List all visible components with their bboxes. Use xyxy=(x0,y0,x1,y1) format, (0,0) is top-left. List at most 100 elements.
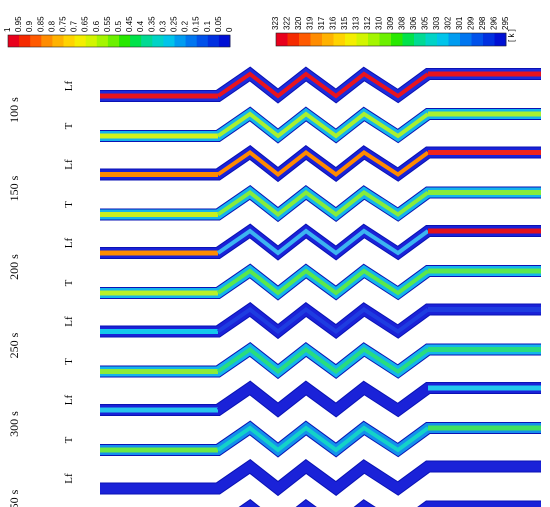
temperature-colorbar-swatch xyxy=(287,33,300,46)
snapshot-group: 150 s Lf T xyxy=(7,144,541,223)
channel-core-zigzag xyxy=(216,228,430,256)
lf-colorbar-tick-label: 0.95 xyxy=(14,16,23,32)
lf-colorbar-swatch xyxy=(19,35,31,47)
snapshot-group: 300 s Lf T xyxy=(7,380,541,458)
temperature-colorbar-swatch xyxy=(425,33,438,46)
channel-core-zigzag xyxy=(216,385,430,413)
temperature-colorbar-swatch xyxy=(299,33,311,46)
channel-row: T xyxy=(63,184,541,223)
lf-colorbar-frame xyxy=(7,34,231,48)
temperature-colorbar-swatch xyxy=(483,33,495,46)
lf-colorbar-swatch xyxy=(196,35,209,47)
row-label: Lf xyxy=(63,394,75,405)
lf-colorbar-tick-label: 0.45 xyxy=(125,16,134,32)
temperature-colorbar-swatch xyxy=(448,33,461,46)
lf-colorbar-tick-label: 0.85 xyxy=(36,16,45,32)
temperature-colorbar-tick-label: 315 xyxy=(340,16,349,30)
channel-row: Lf xyxy=(63,301,541,340)
channel-row: Lf xyxy=(63,223,541,261)
snapshot-group: 100 s Lf T xyxy=(7,66,541,144)
lf-colorbar-tick-label: 0.25 xyxy=(170,16,179,32)
time-label: 300 s xyxy=(7,411,21,437)
lf-colorbar-tick-label: 0.1 xyxy=(203,20,212,32)
temperature-colorbar-swatch xyxy=(414,33,426,46)
lf-colorbar-tick-label: 0 xyxy=(225,27,234,32)
temperature-colorbar-swatch xyxy=(402,33,415,46)
snapshot-group: 250 s Lf T xyxy=(7,301,541,380)
lf-colorbar-swatch xyxy=(8,35,20,47)
row-label: Lf xyxy=(63,80,75,91)
lf-colorbar-swatch xyxy=(85,35,98,47)
row-label: Lf xyxy=(63,316,75,327)
lf-colorbar-swatch xyxy=(152,35,164,47)
lf-colorbar-swatch xyxy=(130,35,142,47)
lf-colorbar-swatch xyxy=(119,35,131,47)
lf-colorbar-tick-label: 0.8 xyxy=(47,20,56,32)
channel-core-zigzag xyxy=(216,71,430,99)
temperature-colorbar-tick-label: 320 xyxy=(294,16,303,30)
time-label: 200 s xyxy=(7,254,21,280)
temperature-colorbar-tick-label: 303 xyxy=(432,16,441,30)
temperature-colorbar-tick-label: 302 xyxy=(444,16,453,30)
row-label: Lf xyxy=(63,473,75,484)
temperature-colorbar-tick-label: 312 xyxy=(363,16,372,30)
lf-colorbar-swatch xyxy=(141,35,153,47)
temperature-colorbar-swatch xyxy=(322,33,334,46)
row-label: T xyxy=(63,358,75,365)
temperature-colorbar-tick-label: 299 xyxy=(467,16,476,30)
lf-colorbar-tick-label: 1 xyxy=(3,27,12,32)
row-label: T xyxy=(63,436,75,443)
lf-colorbar-tick-label: 0.35 xyxy=(147,16,156,32)
temperature-colorbar-tick-label: 301 xyxy=(455,16,464,30)
temperature-colorbar-tick-label: 305 xyxy=(421,16,430,30)
lf-colorbar-swatch xyxy=(41,35,53,47)
time-label: 150 s xyxy=(7,175,21,201)
temperature-colorbar-tick-label: 309 xyxy=(386,16,395,30)
lf-colorbar-swatch xyxy=(52,35,64,47)
temperature-colorbar-swatch xyxy=(379,33,392,46)
temperature-colorbar-swatch xyxy=(460,33,472,46)
temperature-colorbar-tick-label: 296 xyxy=(490,16,499,30)
time-label: 100 s xyxy=(7,97,21,123)
lf-colorbar-tick-label: 0.15 xyxy=(192,16,201,32)
lf-colorbar-swatch xyxy=(185,35,198,47)
temperature-colorbar-tick-label: 317 xyxy=(317,16,326,30)
temperature-unit-label: [ k ] xyxy=(507,29,516,42)
temperature-colorbar-tick-label: 322 xyxy=(283,16,292,30)
temperature-colorbar-swatch xyxy=(437,33,449,46)
lf-colorbar: 1 0.95 0.9 0.85 0.8 0.75 0.7 0.65 0.6 0.55 0.5 0.45… xyxy=(3,16,234,48)
lf-colorbar-tick-label: 0.5 xyxy=(114,20,123,32)
lf-colorbar-tick-label: 0.55 xyxy=(103,16,112,32)
lf-colorbar-tick-label: 0.7 xyxy=(70,20,79,32)
channel-core-zigzag xyxy=(216,425,430,453)
temperature-colorbar-frame xyxy=(275,32,507,47)
lf-colorbar-tick-label: 0.2 xyxy=(181,20,190,32)
channel-core-zigzag xyxy=(216,306,430,335)
row-label: Lf xyxy=(63,237,75,248)
lf-colorbar-tick-label: 0.05 xyxy=(214,16,223,32)
temperature-colorbar-tick-label: 295 xyxy=(501,16,510,30)
lf-colorbar-tick-label: 0.75 xyxy=(59,16,68,32)
channel-row: T xyxy=(63,341,541,380)
temperature-colorbar-swatch xyxy=(391,33,403,46)
channel-core-zigzag xyxy=(216,268,430,296)
temperature-colorbar-tick-label: 313 xyxy=(352,16,361,30)
lf-colorbar-swatch xyxy=(30,35,42,47)
temperature-colorbar-tick-label: 319 xyxy=(306,16,315,30)
channel-core-zigzag xyxy=(216,346,430,375)
channel-row: T xyxy=(63,106,541,144)
snapshot-group: 200 s Lf T xyxy=(7,223,541,301)
temperature-colorbar-swatch xyxy=(356,33,369,46)
temperature-colorbar-swatch xyxy=(310,33,323,46)
lf-colorbar-swatch xyxy=(207,35,220,47)
channel-row: Lf xyxy=(63,380,541,418)
lf-colorbar-swatch xyxy=(218,35,231,47)
channel-core-zigzag xyxy=(216,463,430,492)
channel-row: T xyxy=(63,420,541,458)
temperature-colorbar-swatch xyxy=(494,33,507,46)
temperature-colorbar-swatch xyxy=(471,33,484,46)
lf-colorbar-tick-label: 0.3 xyxy=(158,20,167,32)
temperature-colorbar-tick-label: 310 xyxy=(375,16,384,30)
